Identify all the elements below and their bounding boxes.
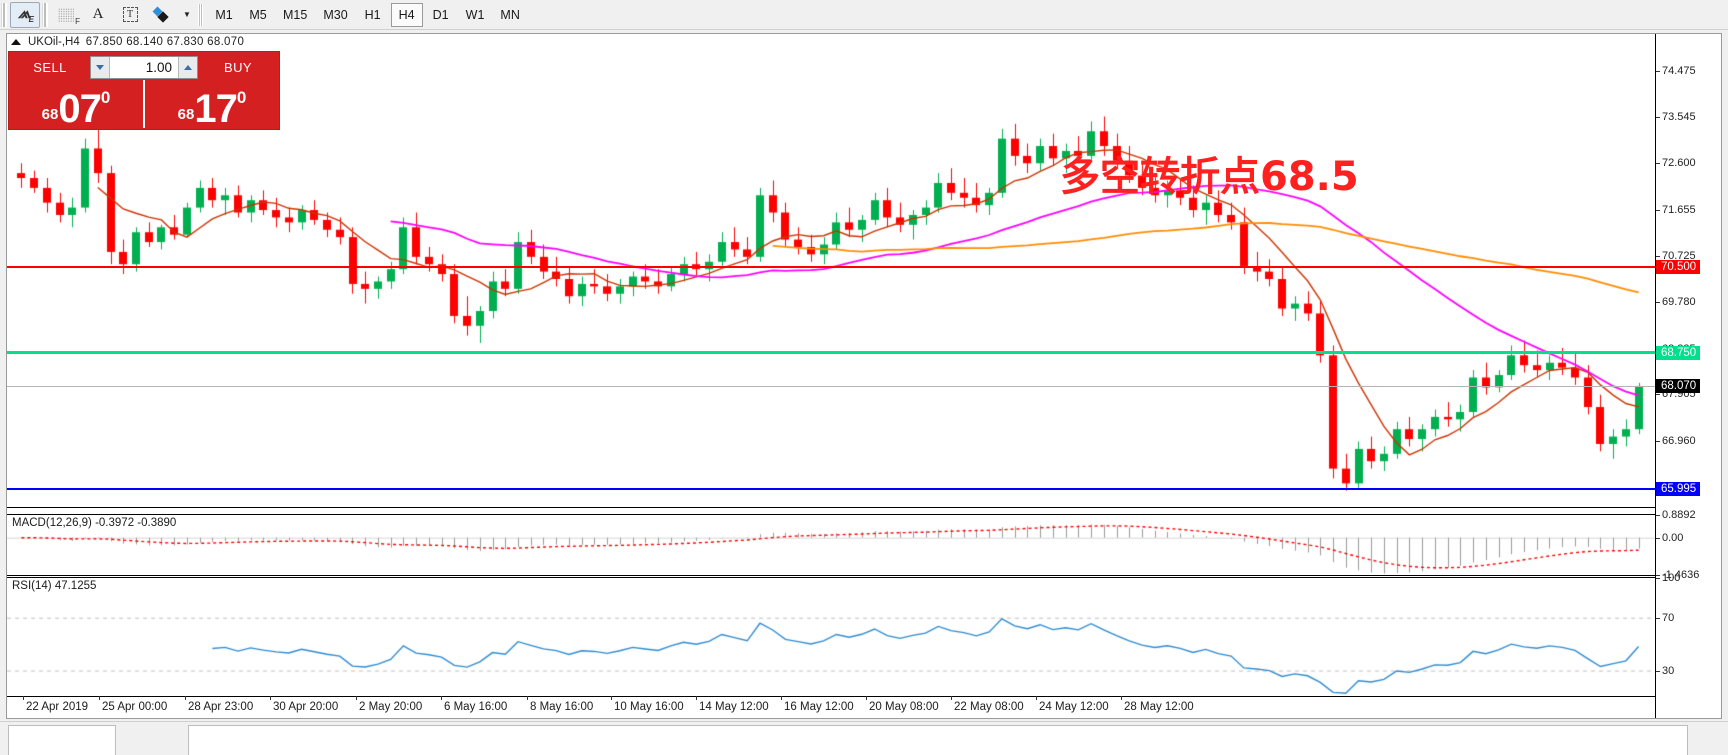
buy-button[interactable]: BUY [201,56,275,79]
time-tick: 6 May 16:00 [440,696,508,713]
time-tick: 28 Apr 23:00 [184,696,254,713]
main-toolbar: ⩕E A T ▼ M1 M5 M15 M30 H1 H4 D1 W1 MN [0,0,1728,30]
time-tick: 16 May 12:00 [781,696,854,713]
toolbar-separator [198,3,203,26]
buy-price-point: 0 [236,88,247,107]
toolbar-grip[interactable] [1,2,7,27]
rsi-tick: 100 [1656,572,1680,584]
rsi-tick: 70 [1656,612,1674,624]
price-tick: 70.725 [1656,250,1696,262]
bottom-strip [0,721,1728,755]
text-box-icon[interactable]: T [115,2,145,28]
time-tick: 30 Apr 20:00 [269,696,339,713]
time-tick: 20 May 08:00 [866,696,939,713]
time-tick: 25 Apr 00:00 [98,696,168,713]
buy-price-prefix: 68 [177,106,195,123]
sell-price[interactable]: 68 07 0 [9,80,143,131]
sell-price-point: 0 [100,88,111,107]
macd-tick: 0.8892 [1656,509,1696,521]
rsi-tick: 30 [1656,665,1674,677]
timeframe-m1[interactable]: M1 [215,7,233,22]
price-tick: 71.655 [1656,204,1696,216]
timeframe-h1[interactable]: H1 [364,7,381,22]
volume-increase-button[interactable] [178,57,197,78]
time-tick: 2 May 20:00 [355,696,423,713]
toolbar-grip-2[interactable] [42,2,48,27]
price-level-label[interactable]: 68.070 [1656,379,1701,394]
shapes-icon[interactable] [147,2,177,28]
trade-panel-prices: 68 07 0 68 17 0 [9,80,279,131]
timeframe-mn[interactable]: MN [500,7,520,22]
sell-price-prefix: 68 [41,106,59,123]
volume-decrease-button[interactable] [91,57,110,78]
text-label-icon[interactable]: A [92,6,104,22]
buy-price-main: 17 [194,87,237,131]
chart-annotation-text: 多空转折点68.5 [1060,154,1359,200]
chart-type-icon[interactable]: ⩕E [10,1,40,28]
timeframe-d1[interactable]: D1 [432,7,449,22]
trade-panel-controls: SELL 1.00 BUY [9,52,279,80]
price-tick: 72.600 [1656,157,1696,169]
price-level-label[interactable]: 68.750 [1656,345,1701,360]
price-level-line[interactable] [7,265,1657,268]
chart-header: UKOil-,H4 67.850 68.140 67.830 68.070 [7,34,244,50]
chart-ohlc-values: 67.850 68.140 67.830 68.070 [85,36,245,48]
timeframe-m5[interactable]: M5 [249,7,267,22]
timeframe-h4[interactable]: H4 [390,2,423,27]
timeframe-w1[interactable]: W1 [465,7,485,22]
grid-icon[interactable] [51,2,81,28]
time-tick: 8 May 16:00 [526,696,594,713]
price-level-line[interactable] [7,351,1657,355]
rsi-indicator-label: RSI(14) 47.1255 [12,580,97,592]
rsi-chart-canvas[interactable] [7,578,1657,697]
rsi-pane[interactable]: RSI(14) 47.1255 [7,577,1657,697]
sell-price-main: 07 [58,87,101,131]
buy-price[interactable]: 68 17 0 [143,80,279,131]
time-tick: 22 May 08:00 [951,696,1024,713]
time-tick: 28 May 12:00 [1121,696,1194,713]
time-tick: 10 May 16:00 [611,696,684,713]
price-tick: 73.545 [1656,111,1696,123]
macd-tick: 0.00 [1656,532,1683,544]
price-axis[interactable]: 74.47573.54572.60071.65570.72569.78068.8… [1655,34,1721,718]
price-tick: 69.780 [1656,296,1696,308]
collapse-triangle-icon[interactable] [11,39,21,45]
macd-pane[interactable]: MACD(12,26,9) -0.3972 -0.3890 [7,514,1657,576]
timeframe-m30[interactable]: M30 [323,7,348,22]
time-tick: 14 May 12:00 [696,696,769,713]
chart-window: UKOil-,H4 67.850 68.140 67.830 68.070 多空… [6,33,1722,719]
volume-value[interactable]: 1.00 [110,57,178,78]
one-click-trading-panel[interactable]: SELL 1.00 BUY 68 07 0 68 17 0 [8,51,280,130]
price-level-line[interactable] [7,385,1657,387]
macd-chart-canvas[interactable] [7,515,1657,575]
timeframe-m15[interactable]: M15 [283,7,308,22]
price-pane[interactable]: 多空转折点68.5 [7,50,1657,508]
terminal-tab-2[interactable] [188,725,1688,755]
price-level-line[interactable] [7,487,1657,490]
volume-stepper[interactable]: 1.00 [90,56,198,79]
time-axis[interactable]: 22 Apr 2019 25 Apr 00:00 28 Apr 23:00 30 Ap… [7,696,1657,718]
chart-symbol-label: UKOil-,H4 [28,36,80,48]
sell-button[interactable]: SELL [13,56,87,79]
time-tick: 24 May 12:00 [1036,696,1109,713]
price-tick: 74.475 [1656,65,1696,77]
price-chart-canvas[interactable] [7,50,1657,507]
terminal-tab-1[interactable] [8,725,116,755]
price-level-label[interactable]: 65.995 [1656,481,1701,496]
price-level-label[interactable]: 70.500 [1656,259,1701,274]
shapes-dropdown-icon[interactable]: ▼ [183,10,191,19]
macd-indicator-label: MACD(12,26,9) -0.3972 -0.3890 [12,517,177,529]
macd-tick: -1.4636 [1656,569,1699,581]
time-tick: 22 Apr 2019 [22,696,89,713]
price-tick: 66.960 [1656,435,1696,447]
